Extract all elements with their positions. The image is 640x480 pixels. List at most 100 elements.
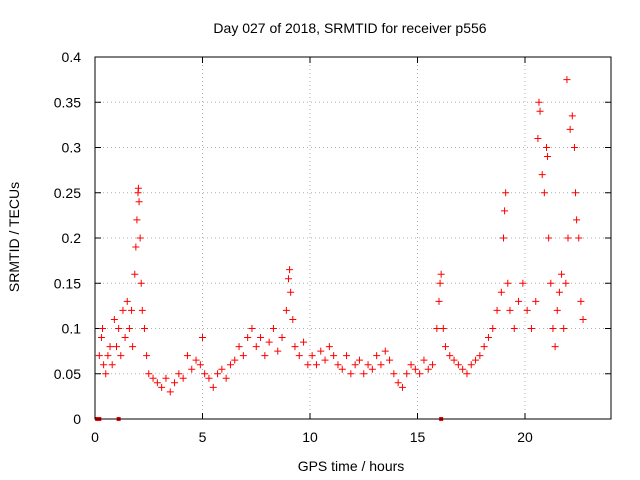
data-point xyxy=(467,361,475,369)
data-point xyxy=(226,361,234,369)
data-point xyxy=(265,338,273,346)
data-point xyxy=(325,343,333,351)
plot-frame xyxy=(94,56,612,420)
data-point xyxy=(106,343,114,351)
data-point xyxy=(510,325,518,332)
data-point xyxy=(286,266,294,274)
data-point xyxy=(538,171,546,179)
y-tick-label: 0.3 xyxy=(62,140,82,156)
data-point xyxy=(205,374,213,382)
y-axis-label: SRMTID / TECUs xyxy=(6,182,22,292)
data-point xyxy=(131,270,139,278)
data-point xyxy=(134,184,142,192)
data-point xyxy=(287,288,295,296)
y-tick-label: 0 xyxy=(73,411,81,427)
data-point xyxy=(570,144,578,151)
data-point xyxy=(179,374,187,382)
data-point xyxy=(153,379,161,387)
data-point xyxy=(441,343,449,351)
data-point xyxy=(117,352,125,360)
data-point xyxy=(536,107,544,115)
data-point xyxy=(196,361,204,369)
data-point xyxy=(523,306,531,314)
data-point xyxy=(573,216,581,224)
data-point xyxy=(248,325,256,332)
data-point xyxy=(115,325,123,332)
data-points xyxy=(95,76,587,421)
data-point xyxy=(355,356,363,364)
x-axis-label: GPS time / hours xyxy=(298,458,405,474)
data-point xyxy=(480,343,488,351)
data-point xyxy=(119,306,127,314)
data-point xyxy=(183,352,191,360)
data-point xyxy=(416,370,424,378)
data-point xyxy=(553,306,561,314)
data-point xyxy=(121,334,129,342)
data-point xyxy=(158,383,166,391)
data-point xyxy=(463,370,471,378)
data-point xyxy=(429,361,437,369)
data-point xyxy=(515,297,523,305)
data-point xyxy=(135,198,143,206)
data-point xyxy=(489,325,497,332)
data-point xyxy=(278,334,286,342)
data-point xyxy=(534,134,542,142)
data-point xyxy=(100,361,108,369)
data-point xyxy=(312,361,320,369)
data-point xyxy=(497,288,505,296)
data-point xyxy=(407,361,415,369)
data-point xyxy=(547,279,555,287)
data-point xyxy=(95,352,103,360)
data-point xyxy=(304,361,312,369)
data-point xyxy=(568,112,576,120)
data-point xyxy=(108,361,116,369)
data-point xyxy=(347,370,355,378)
data-point xyxy=(436,279,444,287)
y-tick-label: 0.05 xyxy=(54,366,81,382)
data-point xyxy=(454,361,462,369)
grid xyxy=(95,57,611,419)
data-point xyxy=(235,343,243,351)
data-point xyxy=(125,325,133,332)
data-point xyxy=(188,365,196,373)
data-point xyxy=(201,370,209,378)
data-point xyxy=(500,234,507,242)
data-point xyxy=(535,98,543,106)
data-point xyxy=(113,343,120,351)
data-point xyxy=(308,352,316,360)
data-point xyxy=(386,356,394,364)
data-point xyxy=(360,370,368,378)
axis-ticks: 0 0.05 0.1 0.15 0.2 0.25 0.3 0.35 0.4 0 5 10 15 20 xyxy=(54,49,611,445)
data-point xyxy=(291,343,299,351)
data-point xyxy=(99,325,107,332)
data-point xyxy=(143,352,151,360)
data-point xyxy=(300,338,308,346)
x-tick-label: 0 xyxy=(91,429,99,445)
data-point xyxy=(133,216,141,224)
data-point xyxy=(476,352,484,360)
data-point xyxy=(562,279,570,287)
data-point xyxy=(577,297,585,305)
data-point xyxy=(269,325,277,332)
data-point xyxy=(285,275,292,283)
data-point xyxy=(231,356,239,364)
data-point xyxy=(162,374,170,382)
data-point xyxy=(540,189,548,197)
data-point xyxy=(343,352,351,360)
data-point xyxy=(504,279,512,287)
data-point xyxy=(330,352,338,360)
data-point xyxy=(551,343,559,351)
data-point xyxy=(424,365,432,373)
x-tick-label: 15 xyxy=(410,429,426,445)
data-point xyxy=(403,370,411,378)
data-point xyxy=(257,334,265,342)
data-point xyxy=(566,125,574,133)
data-point xyxy=(274,347,282,355)
data-point xyxy=(209,383,217,391)
data-point xyxy=(519,279,527,287)
data-point xyxy=(506,306,514,314)
data-point xyxy=(128,306,136,314)
data-point xyxy=(295,352,303,360)
data-point xyxy=(132,243,140,251)
